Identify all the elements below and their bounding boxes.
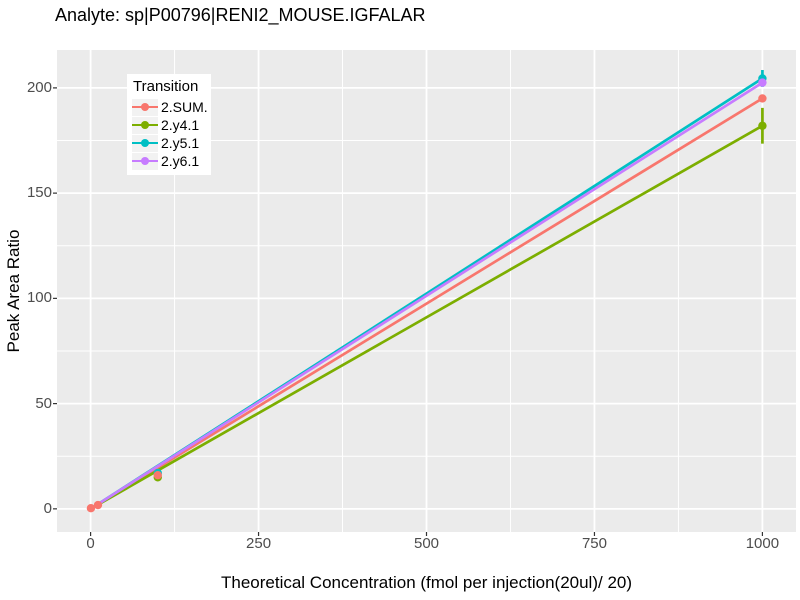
legend-item: 2.SUM. (132, 98, 208, 116)
legend-item-label: 2.y4.1 (161, 117, 200, 133)
x-tick-label: 500 (413, 535, 440, 552)
data-point (758, 121, 767, 130)
legend-key-line-point-icon (132, 152, 158, 170)
legend-box: Transition 2.SUM. 2.y4.1 2.y5.1 2.y6.1 (127, 74, 211, 175)
legend-item-label: 2.SUM. (161, 99, 208, 115)
y-tick-label: 200 (26, 78, 52, 96)
data-point (758, 94, 767, 103)
legend-item-label: 2.y5.1 (161, 135, 200, 151)
legend-title: Transition (133, 78, 199, 95)
legend-key-line-point-icon (132, 98, 158, 116)
legend-key-line-point-icon (132, 134, 158, 152)
data-point (758, 78, 767, 87)
series-line (89, 124, 764, 511)
data-point (86, 504, 96, 513)
x-tick-label: 250 (246, 535, 272, 552)
legend-item: 2.y6.1 (132, 152, 208, 170)
x-tick-label: 0 (86, 535, 95, 552)
legend-key-line-point-icon (132, 116, 158, 134)
y-tick-label: 100 (26, 289, 52, 307)
y-tick-label: 0 (43, 499, 52, 517)
chart-title: Analyte: sp|P00796|RENI2_MOUSE.IGFALAR (55, 5, 426, 25)
data-point (153, 470, 162, 480)
legend-item: 2.y5.1 (132, 134, 208, 152)
y-tick-label: 150 (26, 184, 52, 202)
y-tick-label: 50 (35, 394, 52, 412)
data-point (93, 500, 103, 510)
x-tick-label: 750 (581, 535, 607, 552)
series-line (89, 81, 764, 510)
legend-item-label: 2.y6.1 (161, 153, 200, 169)
x-axis-title: Theoretical Concentration (fmol per inje… (220, 573, 633, 592)
series-line (89, 97, 764, 510)
x-tick-label: 1000 (745, 535, 780, 552)
legend-item: 2.y4.1 (132, 116, 208, 134)
